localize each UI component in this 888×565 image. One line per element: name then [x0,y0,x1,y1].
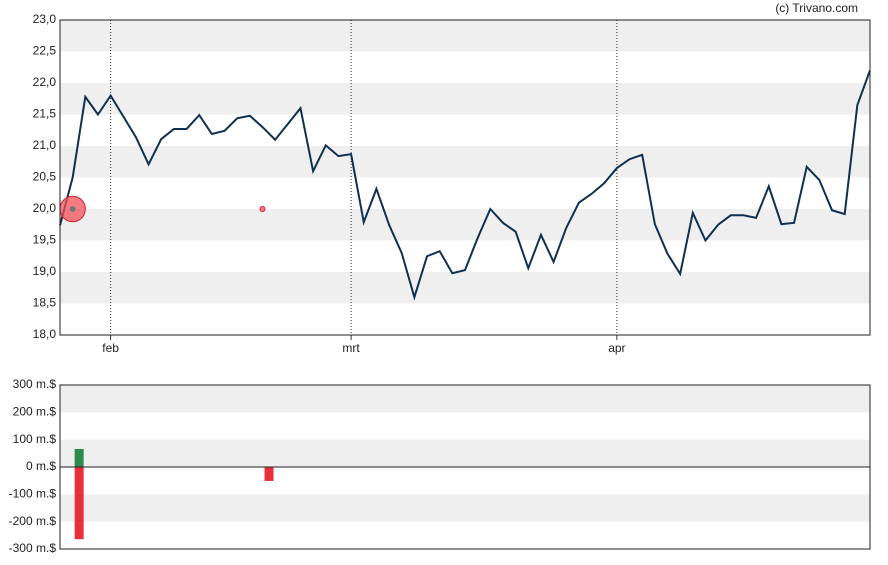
grid-band [60,83,870,115]
y-tick-label: 22,0 [33,75,57,89]
grid-band [60,146,870,178]
y-tick-label: 20,5 [33,170,57,184]
grid-band [60,439,870,467]
y-tick-label: 18,5 [33,296,57,310]
bar [74,467,84,540]
y-tick-label: -200 m.$ [9,514,57,528]
y-tick-label: 0 m.$ [26,459,56,473]
grid-band [60,20,870,52]
copyright: (c) Trivano.com [775,1,858,15]
y-tick-label: 19,0 [33,264,57,278]
x-tick-label: feb [102,341,119,355]
price-line [59,70,871,301]
plot-frame [59,19,871,336]
transaction-marker-center [69,206,76,212]
bar [264,467,274,481]
y-tick-label: 200 m.$ [13,405,57,419]
y-tick-label: 19,5 [33,233,57,247]
transaction-marker [259,206,266,212]
y-tick-label: -100 m.$ [9,487,57,501]
grid-band [60,385,870,413]
y-tick-label: 21,5 [33,107,57,121]
plot-frame [59,384,871,550]
grid-band [60,272,870,304]
y-tick-label: 300 m.$ [13,377,57,391]
y-tick-label: 23,0 [33,12,57,26]
grid-band [60,494,870,522]
y-tick-label: 21,0 [33,138,57,152]
x-tick-label: apr [608,341,625,355]
y-tick-label: 18,0 [33,327,57,341]
y-tick-label: 100 m.$ [13,432,57,446]
grid-band [60,209,870,241]
y-tick-label: 22,5 [33,44,57,58]
x-tick-label: mrt [342,341,360,355]
bar [74,448,84,467]
y-tick-label: -300 m.$ [9,541,57,555]
y-tick-label: 20,0 [33,201,57,215]
